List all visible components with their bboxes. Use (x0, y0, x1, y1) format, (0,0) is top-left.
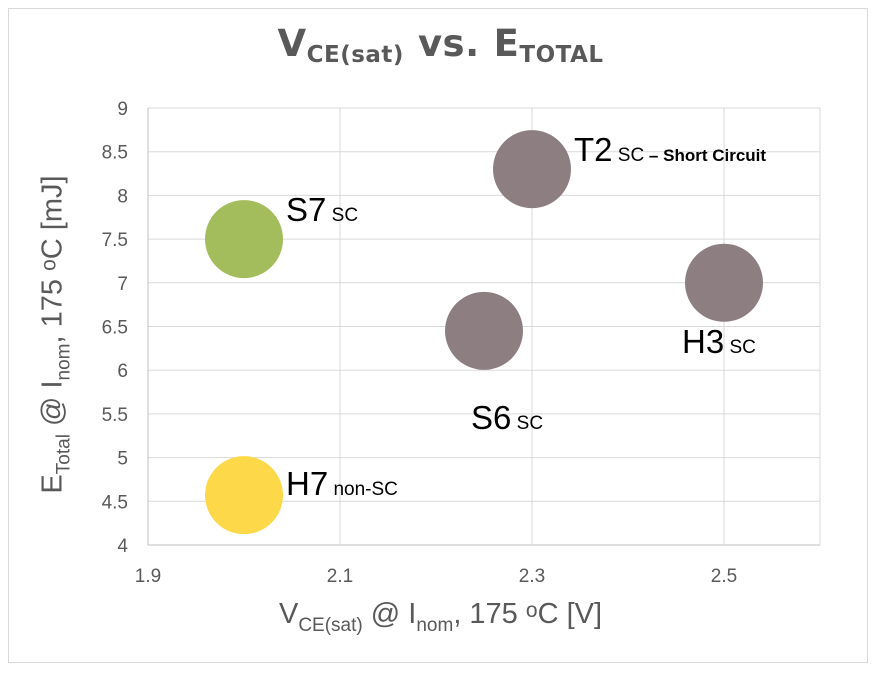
y-tick-label: 7.5 (102, 230, 128, 251)
x-tick-label: 2.5 (711, 566, 737, 587)
point-label-s6: S6 SC (471, 398, 544, 436)
y-tick-label: 5.5 (102, 405, 128, 426)
y-tick-label: 8 (117, 186, 128, 207)
chart-title: VCE(sat) vs. ETOTAL (277, 22, 604, 68)
x-tick-label: 2.3 (519, 566, 545, 587)
bubble-s6 (445, 291, 523, 370)
bubble-h3 (685, 243, 763, 322)
y-tick-label: 6.5 (102, 318, 128, 339)
bubble-s7 (205, 200, 283, 279)
x-axis-label: VCE(sat) @ Inom, 175 oC [V] (278, 598, 603, 636)
bubble-t2 (493, 130, 571, 209)
y-tick-label: 8.5 (102, 143, 128, 164)
y-tick-label: 4 (117, 536, 128, 557)
x-tick-label: 2.1 (327, 566, 353, 587)
point-label-h3: H3 SC (682, 322, 756, 360)
y-tick-label: 9 (117, 99, 128, 120)
chart-frame (8, 8, 868, 663)
y-tick-label: 6 (117, 361, 128, 382)
y-tick-label: 4.5 (102, 492, 128, 513)
y-tick-label: 5 (117, 449, 128, 470)
point-label-h7: H7 non-SC (286, 465, 398, 503)
x-tick-label: 1.9 (135, 566, 161, 587)
y-tick-label: 7 (117, 274, 128, 295)
point-label-s7: S7 SC (286, 191, 359, 229)
bubble-h7 (205, 456, 283, 535)
y-axis-label: ETotal @ Inom, 175 oC [mJ] (36, 175, 75, 494)
point-label-t2: T2 SC – Short Circuit (574, 131, 767, 169)
